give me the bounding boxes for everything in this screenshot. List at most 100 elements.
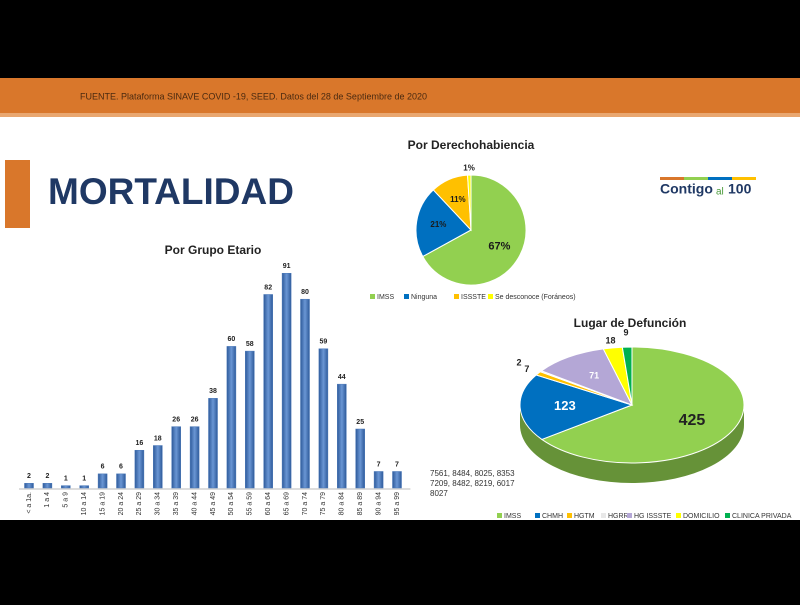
value-label: 80	[301, 289, 309, 296]
value-label: 9	[623, 328, 628, 338]
note-line: 7561, 8484, 8025, 8353	[430, 469, 515, 478]
value-label: 58	[246, 341, 254, 348]
legend-label: HGRR	[608, 513, 629, 520]
legend-swatch	[676, 513, 681, 518]
value-label: 59	[320, 339, 328, 346]
bar	[189, 426, 200, 489]
pie-slice	[540, 348, 634, 406]
value-label: 7	[524, 364, 529, 374]
bar	[208, 398, 218, 489]
x-tick-label: 70 a 74	[302, 492, 309, 515]
x-tick-label: 95 a 99	[394, 492, 401, 515]
legend-swatch	[454, 294, 459, 299]
note-line: 8027	[430, 489, 448, 498]
value-label: 1	[64, 475, 68, 482]
legend-label: CHMH	[542, 513, 563, 520]
x-tick-label: 15 a 19	[99, 492, 106, 515]
bar	[392, 471, 402, 489]
x-tick-label: 85 a 89	[357, 492, 364, 515]
value-label: 1%	[463, 164, 475, 173]
value-label: 6	[119, 464, 123, 471]
value-label: 26	[172, 416, 180, 423]
value-label: 18	[154, 435, 162, 442]
value-label: 21%	[430, 220, 446, 229]
value-label: 82	[264, 284, 272, 291]
value-label: 7	[395, 461, 399, 468]
legend-swatch	[725, 513, 730, 518]
bar	[263, 294, 273, 489]
x-tick-label: 60 a 64	[265, 492, 272, 515]
pie-slice	[519, 374, 634, 440]
legend-label: HG ISSSTE	[634, 513, 672, 520]
legend-swatch	[497, 513, 502, 518]
bar	[318, 348, 329, 489]
x-tick-label: 30 a 34	[155, 492, 162, 515]
legend-label: DOMICILIO	[683, 513, 720, 520]
value-label: 71	[589, 371, 599, 381]
legend-swatch	[370, 294, 375, 299]
x-tick-label: 90 a 94	[375, 492, 382, 515]
pie-slice	[415, 189, 472, 258]
value-label: 16	[136, 440, 144, 447]
value-label: 60	[228, 336, 236, 343]
value-label: 425	[679, 412, 706, 429]
logo-stripe	[732, 177, 756, 180]
value-label: 91	[283, 263, 291, 270]
value-label: 2	[517, 358, 522, 368]
logo-word: Contigo	[660, 181, 713, 197]
chart-title: Por Derechohabiencia	[408, 138, 535, 152]
x-tick-label: 10 a 14	[81, 492, 88, 515]
legend-label: HGTM	[574, 513, 595, 520]
logo-stripe	[660, 177, 684, 180]
legend-swatch	[601, 513, 606, 518]
banner-edge	[0, 113, 800, 117]
chart-title: Lugar de Defunción	[574, 316, 687, 330]
legend-swatch	[488, 294, 493, 299]
x-tick-label: 75 a 79	[320, 492, 327, 515]
x-tick-label: 20 a 24	[118, 492, 125, 515]
bar	[300, 298, 310, 489]
pie-slice	[621, 346, 633, 406]
bar	[61, 485, 71, 489]
pie-slice	[422, 174, 527, 286]
value-label: 18	[605, 335, 615, 345]
x-tick-label: 65 a 69	[283, 492, 290, 515]
logo: Contigo al 100	[660, 177, 756, 198]
x-tick-label: < a 1a.	[26, 492, 33, 514]
bar	[245, 350, 255, 489]
bar	[355, 428, 365, 489]
value-label: 2	[45, 473, 49, 480]
value-label: 11%	[450, 195, 466, 204]
value-label: 7	[377, 461, 381, 468]
bar	[337, 383, 347, 489]
pie-slice	[467, 174, 472, 231]
value-label: 38	[209, 388, 217, 395]
value-label: 25	[356, 419, 364, 426]
legend-swatch	[535, 513, 540, 518]
value-label: 44	[338, 374, 346, 381]
value-label: 6	[101, 464, 105, 471]
page-title: MORTALIDAD	[48, 171, 294, 212]
bar	[24, 483, 34, 489]
bar	[171, 426, 181, 489]
legend-label: CLINICA PRIVADA	[732, 513, 792, 520]
title-accent	[5, 160, 30, 228]
chart-title: Por Grupo Etario	[165, 243, 262, 257]
x-tick-label: 40 a 44	[191, 492, 198, 515]
legend-label: ISSSTE	[461, 294, 486, 301]
bar	[42, 483, 53, 489]
bar	[373, 471, 384, 489]
value-label: 1	[82, 475, 86, 482]
legend-label: Ninguna	[411, 294, 437, 301]
value-label: 123	[554, 398, 576, 413]
legend-label: IMSS	[504, 513, 521, 520]
x-tick-label: 1 a 4	[44, 492, 51, 508]
x-tick-label: 25 a 29	[136, 492, 143, 515]
pie-slice	[540, 346, 745, 464]
logo-stripe	[684, 177, 708, 180]
x-tick-label: 35 a 39	[173, 492, 180, 515]
x-tick-label: 50 a 54	[228, 492, 235, 515]
source-text: FUENTE. Plataforma SINAVE COVID -19, SEE…	[80, 91, 427, 101]
x-tick-label: 80 a 84	[339, 492, 346, 515]
